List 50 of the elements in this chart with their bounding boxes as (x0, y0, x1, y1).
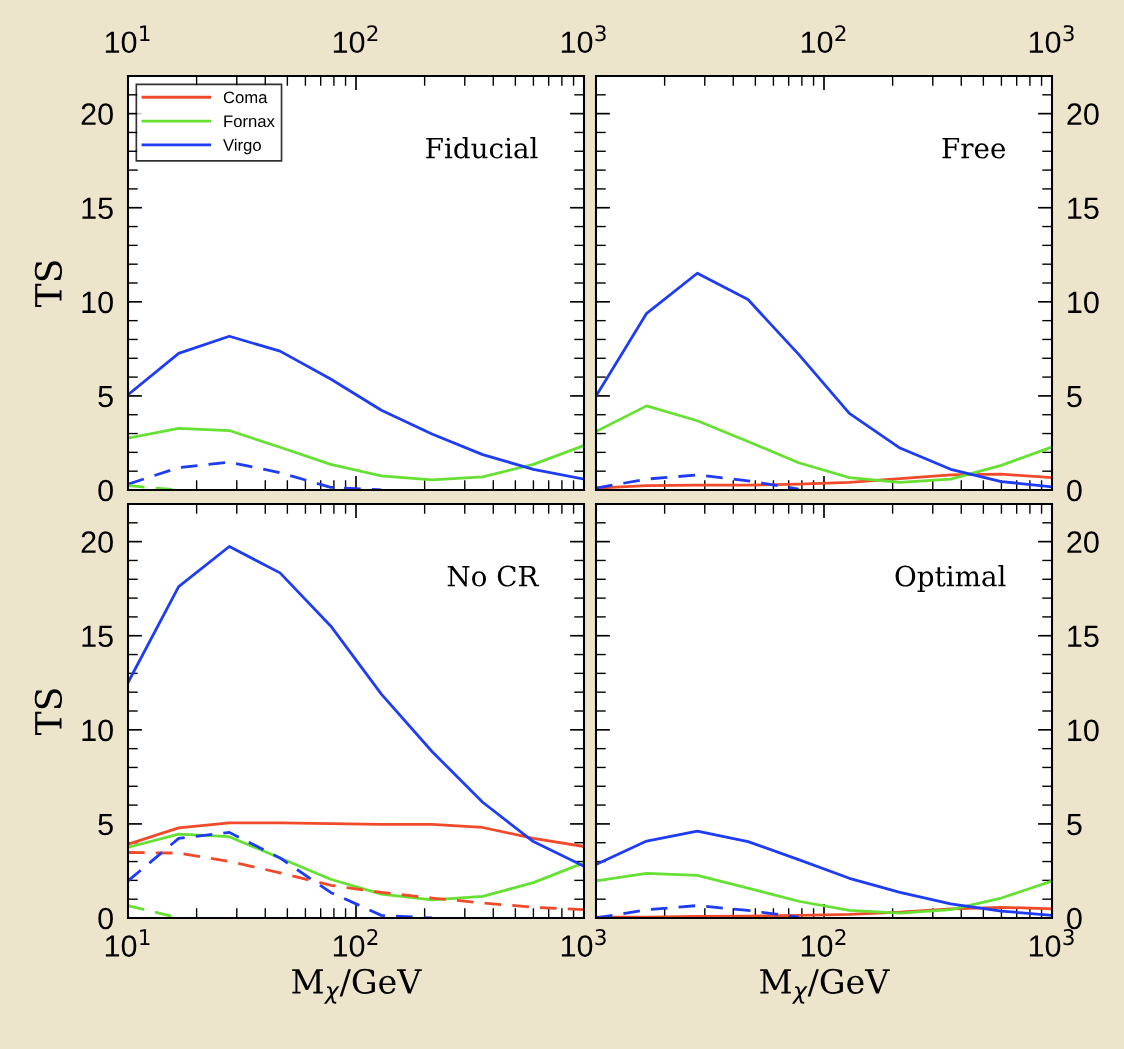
y-tick-label: 5 (1067, 385, 1082, 408)
annotation: Fiducial (426, 137, 538, 159)
y-tick-label: 5 (1067, 813, 1082, 836)
y-tick-label: 0 (98, 907, 113, 930)
y-axis-title: TS (34, 261, 63, 308)
y-tick-label: 5 (98, 385, 113, 408)
x-tick-label: 10$^{3}$ (561, 25, 606, 54)
y-tick-label: 20 (1067, 531, 1099, 554)
line-series (128, 334, 584, 481)
x-axis-title: M$_{χ}$/GeV (292, 968, 422, 1004)
y-tick-label: 15 (82, 625, 113, 648)
y-tick-label: 10 (1068, 291, 1099, 314)
legend-label: Virgo (223, 138, 261, 155)
line-series (596, 872, 1052, 915)
x-tick-label: 10$^{3}$ (1029, 25, 1074, 54)
line-series (128, 821, 584, 848)
annotation: Optimal (895, 565, 1006, 592)
line-series (596, 404, 1052, 484)
y-axis-title: TS (34, 689, 63, 736)
y-tick-label: 20 (1067, 103, 1099, 126)
legend-label: Fornax (224, 115, 275, 128)
x-tick-label: 10$^{2}$ (801, 25, 846, 54)
y-tick-label: 0 (1067, 907, 1082, 930)
y-tick-label: 15 (1068, 625, 1099, 648)
line-series (596, 473, 801, 490)
y-tick-label: 5 (98, 813, 113, 836)
y-tick-label: 10 (1068, 719, 1099, 742)
y-tick-label: 0 (1067, 479, 1082, 502)
x-tick-label: 10$^{2}$ (333, 929, 378, 957)
y-tick-label: 15 (82, 197, 113, 220)
y-tick-label: 15 (1068, 197, 1099, 220)
x-tick-label: 10$^{2}$ (333, 25, 378, 54)
y-tick-label: 10 (82, 291, 113, 314)
x-tick-label: 10$^{1}$ (105, 25, 150, 54)
x-axis-title: M$_{χ}$/GeV (760, 968, 890, 1004)
y-tick-label: 20 (81, 531, 113, 554)
line-series (128, 426, 584, 482)
y-tick-label: 20 (81, 103, 113, 126)
line-series (596, 904, 801, 918)
x-tick-label: 10$^{3}$ (1029, 929, 1074, 957)
annotation: No CR (447, 565, 540, 587)
x-tick-label: 10$^{3}$ (561, 929, 606, 957)
y-tick-label: 0 (98, 479, 113, 502)
x-tick-label: 10$^{2}$ (801, 929, 846, 957)
line-series (128, 545, 584, 868)
line-series (128, 851, 584, 912)
x-tick-label: 10$^{1}$ (105, 929, 150, 957)
annotation: Free (942, 137, 1006, 159)
y-tick-label: 10 (82, 719, 113, 742)
legend-label: Coma (223, 91, 268, 104)
